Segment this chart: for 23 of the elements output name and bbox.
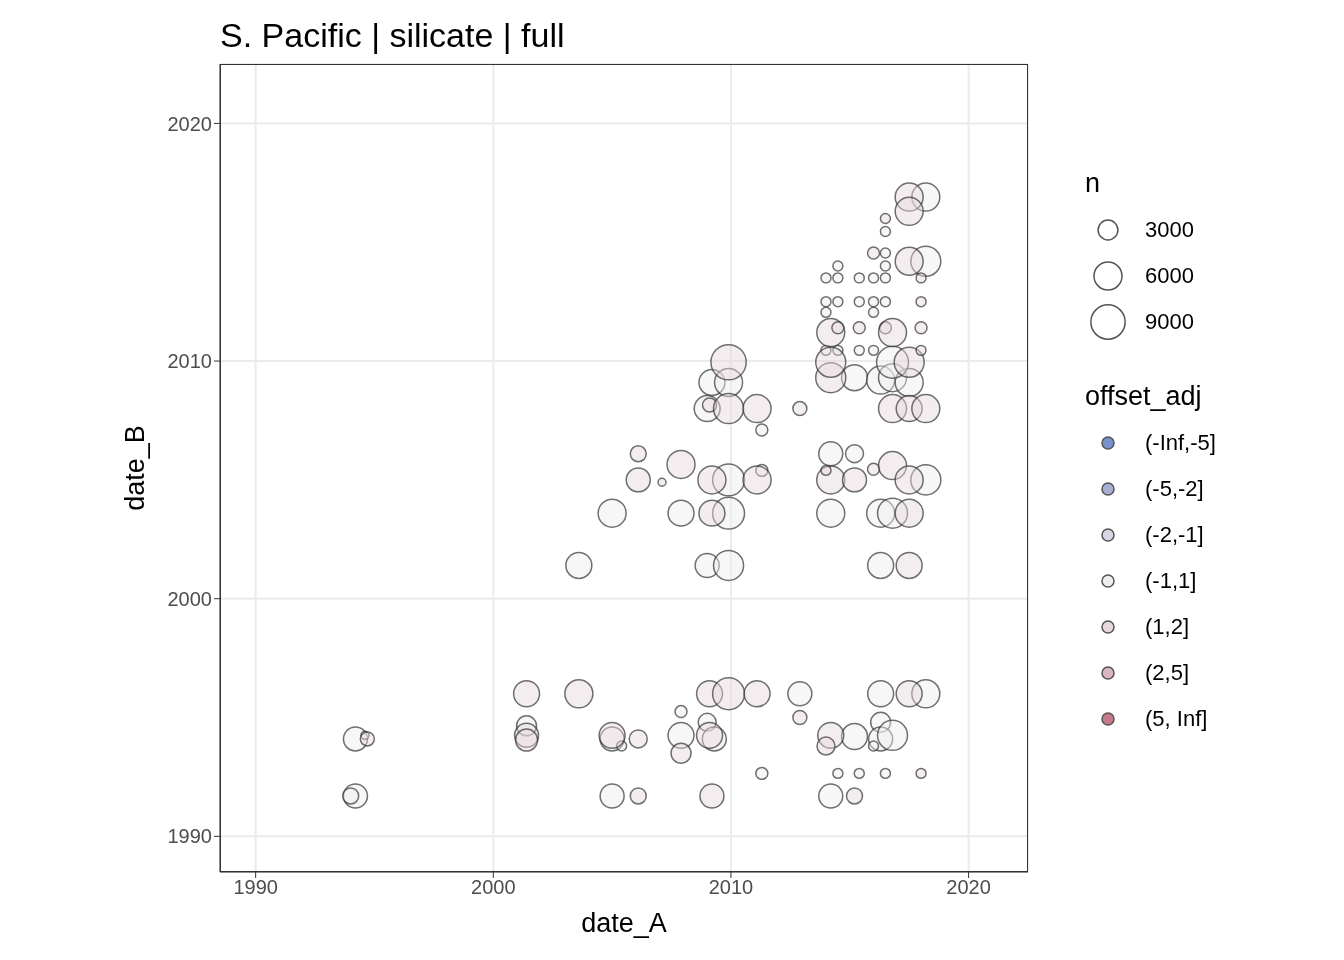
legend-label: (1,2]: [1145, 614, 1190, 640]
x-axis-title: date_A: [581, 908, 667, 938]
y-axis-title: date_B: [119, 425, 150, 511]
legend-label: (-1,1]: [1145, 568, 1197, 594]
legend-label: 3000: [1145, 217, 1194, 243]
legend-label: (-Inf,-5]: [1145, 430, 1216, 456]
legend-label: (2,5]: [1145, 660, 1190, 686]
legend-label: 6000: [1145, 263, 1194, 289]
x-tick-label: 2000: [471, 876, 516, 899]
legend-label: 9000: [1145, 309, 1194, 335]
legend-title: offset_adj: [1085, 381, 1203, 412]
y-tick-label: 2020: [167, 112, 212, 135]
legend-label: (5, Inf]: [1145, 706, 1208, 732]
legend-label: (-5,-2]: [1145, 476, 1204, 502]
text: n: [1085, 168, 1102, 199]
x-tick-label: 1990: [233, 876, 278, 899]
y-tick-label: 1990: [167, 825, 212, 848]
x-tick-label: 2020: [946, 876, 991, 899]
chart-title: S. Pacific | silicate | full: [220, 16, 565, 55]
y-tick-label: 2000: [167, 587, 212, 610]
legend-label: (-2,-1]: [1145, 522, 1204, 548]
x-tick-label: 2010: [708, 876, 754, 899]
y-tick-label: 2010: [167, 350, 212, 373]
